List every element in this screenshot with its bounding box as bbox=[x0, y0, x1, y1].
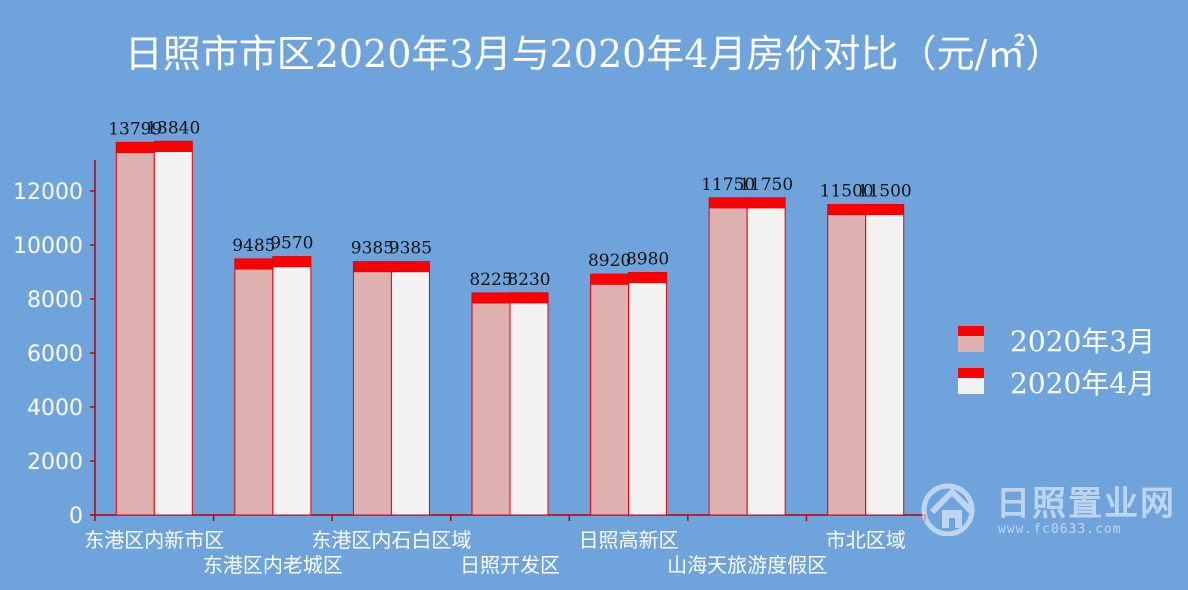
bar-march bbox=[590, 283, 630, 516]
y-tick-label: 12000 bbox=[13, 180, 83, 205]
y-tick-label: 8000 bbox=[27, 288, 83, 313]
data-label: 9385 bbox=[389, 239, 432, 259]
legend-swatch-series-1 bbox=[958, 326, 984, 352]
legend: 2020年3月 2020年4月 bbox=[958, 318, 1178, 402]
x-category-label: 市北区域 bbox=[826, 528, 906, 552]
x-category-label: 山海天旅游度假区 bbox=[667, 553, 827, 577]
data-label: 8230 bbox=[507, 270, 550, 290]
x-category-label: 东港区内石白区域 bbox=[311, 528, 471, 552]
bar-cap bbox=[390, 261, 430, 273]
bar-april bbox=[746, 207, 786, 516]
bar-cap bbox=[708, 197, 748, 209]
bar-march bbox=[352, 271, 392, 516]
y-tick-label: 2000 bbox=[27, 450, 83, 475]
watermark-url: www.fc0633.com bbox=[998, 522, 1122, 537]
data-label: 13840 bbox=[146, 118, 200, 138]
data-label: 13799 bbox=[108, 119, 162, 139]
data-label: 9385 bbox=[351, 239, 394, 259]
bar-march bbox=[827, 214, 867, 516]
bar-cap bbox=[352, 261, 392, 273]
bar-april bbox=[509, 302, 549, 516]
watermark-text: 日照置业网 bbox=[996, 484, 1176, 524]
bar-april bbox=[390, 271, 430, 516]
y-tick-label: 6000 bbox=[27, 342, 83, 367]
bar-cap bbox=[590, 273, 630, 285]
legend-swatch-series-2 bbox=[958, 368, 984, 394]
bar-april bbox=[865, 214, 905, 516]
x-category-label: 东港区内老城区 bbox=[203, 553, 343, 577]
data-labels: 东港区内新市区东港区内老城区东港区内石白区域日照开发区日照高新区山海天旅游度假区… bbox=[84, 118, 911, 577]
bar-cap bbox=[628, 272, 668, 284]
bar-march bbox=[708, 207, 748, 516]
bar-cap bbox=[746, 197, 786, 209]
data-label: 11500 bbox=[820, 182, 874, 202]
chart-title: 日照市市区2020年3月与2020年4月房价对比（元/㎡） bbox=[124, 32, 1064, 76]
legend-item-series-2: 2020年4月 bbox=[958, 360, 1178, 402]
bars bbox=[115, 140, 905, 516]
bar-cap bbox=[827, 204, 867, 215]
bar-cap bbox=[115, 141, 155, 153]
bar-march bbox=[115, 151, 155, 516]
y-tick-label: 4000 bbox=[27, 396, 83, 421]
bar-cap bbox=[509, 292, 549, 304]
data-label: 9570 bbox=[270, 234, 313, 254]
x-category-label: 日照开发区 bbox=[460, 553, 560, 577]
x-category-label: 日照高新区 bbox=[579, 528, 679, 552]
data-label: 11500 bbox=[858, 182, 912, 202]
bar-cap bbox=[471, 292, 511, 304]
bar-april bbox=[628, 282, 668, 516]
watermark: 日照置业网 www.fc0633.com bbox=[918, 474, 1180, 544]
bar-cap bbox=[865, 204, 905, 215]
data-label: 9485 bbox=[232, 236, 275, 256]
house-logo-icon bbox=[921, 483, 975, 536]
legend-label-series-1: 2020年3月 bbox=[1010, 325, 1156, 358]
y-tick-label: 10000 bbox=[13, 234, 83, 259]
bar-april bbox=[153, 150, 193, 516]
x-category-label: 东港区内新市区 bbox=[84, 528, 224, 552]
bar-march bbox=[234, 268, 274, 516]
bar-cap bbox=[153, 140, 193, 152]
data-label: 8980 bbox=[626, 250, 669, 270]
legend-item-series-1: 2020年3月 bbox=[958, 318, 1178, 360]
data-label: 8225 bbox=[469, 270, 512, 290]
bar-cap bbox=[272, 256, 312, 268]
y-tick-label: 0 bbox=[69, 504, 83, 529]
data-label: 8920 bbox=[588, 251, 631, 271]
bar-march bbox=[471, 302, 511, 516]
legend-label-series-2: 2020年4月 bbox=[1010, 367, 1156, 400]
bar-cap bbox=[234, 258, 274, 270]
bar-april bbox=[272, 266, 312, 516]
data-label: 11750 bbox=[701, 175, 755, 195]
data-label: 11750 bbox=[739, 175, 793, 195]
